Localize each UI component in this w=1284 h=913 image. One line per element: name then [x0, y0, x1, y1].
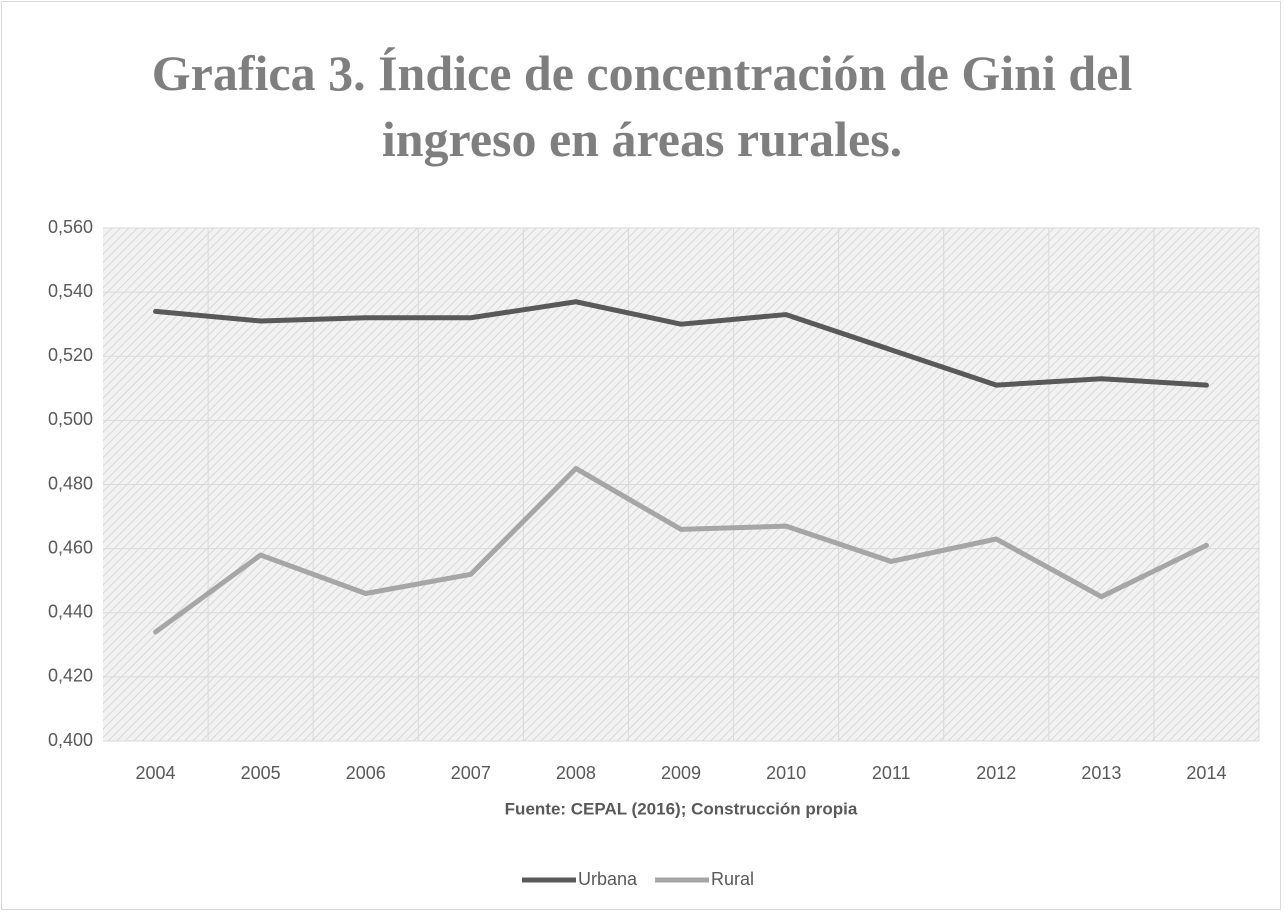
x-tick-label: 2006: [346, 763, 386, 783]
series-line: [153, 299, 1209, 388]
x-tick-label: 2004: [136, 763, 176, 783]
series-line: [153, 465, 1209, 635]
y-tick-label: 0,420: [48, 666, 93, 686]
x-tick-label: 2007: [451, 763, 491, 783]
x-tick-label: 2011: [872, 763, 911, 783]
x-tick-label: 2013: [1081, 763, 1121, 783]
y-tick-label: 0,520: [48, 345, 93, 365]
x-tick-label: 2012: [976, 763, 1016, 783]
x-tick-label: 2009: [661, 763, 701, 783]
x-axis-label: Fuente: CEPAL (2016); Construcción propi…: [505, 799, 858, 818]
y-tick-label: 0,480: [48, 473, 93, 493]
legend-label: Urbana: [578, 869, 638, 889]
y-tick-label: 0,560: [48, 217, 93, 237]
y-tick-label: 0,540: [48, 281, 93, 301]
y-tick-label: 0,500: [48, 409, 93, 429]
legend-label: Rural: [711, 869, 754, 889]
chart-title: Grafica 3. Índice de concentración de Gi…: [151, 45, 1133, 167]
y-tick-label: 0,400: [48, 730, 93, 750]
x-tick-label: 2014: [1186, 763, 1226, 783]
x-tick-label: 2010: [766, 763, 806, 783]
y-tick-label: 0,460: [48, 537, 93, 557]
x-tick-label: 2008: [556, 763, 596, 783]
x-tick-label: 2005: [241, 763, 281, 783]
y-tick-label: 0,440: [48, 602, 93, 622]
